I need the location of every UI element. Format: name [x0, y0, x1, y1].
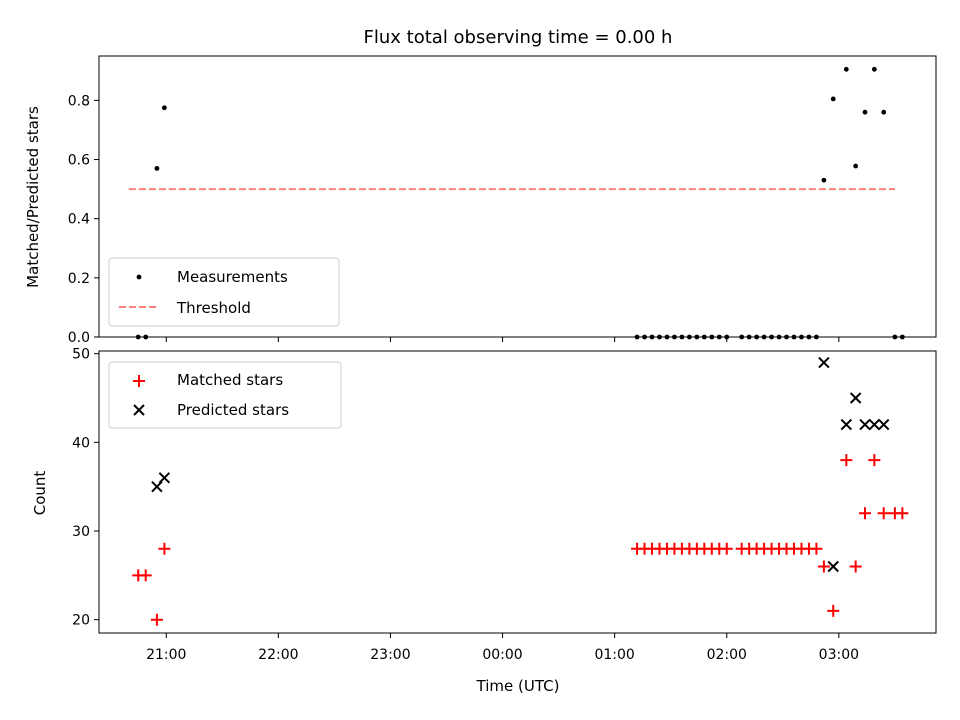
- legend-matched-label: Matched stars: [177, 371, 283, 389]
- top-legend-frame: [108, 257, 340, 327]
- predicted-stars-point: [877, 418, 890, 431]
- matched-stars-point: [877, 507, 890, 520]
- bottom-panel-y-tick-label: 40: [72, 435, 90, 451]
- legend-measurements-marker: [136, 274, 142, 280]
- top-panel-y-tick-label: 0.2: [68, 271, 90, 287]
- bottom-panel-y-tick-label: 20: [72, 613, 90, 629]
- matched-stars-point: [158, 542, 171, 555]
- x-tick-label: 03:00: [819, 647, 859, 663]
- matched-stars-point: [827, 604, 840, 617]
- legend-threshold-label: Threshold: [176, 299, 251, 317]
- measurement-point: [843, 66, 849, 72]
- matched-stars-point: [840, 454, 853, 467]
- top-panel-frame: [98, 55, 937, 338]
- bottom-panel-x-ticks: 21:00 22:00 23:00 00:00 01:00 02:00 03:00: [146, 633, 859, 663]
- measurement-point: [881, 109, 887, 115]
- legend-predicted-label: Predicted stars: [177, 401, 289, 419]
- matched-stars-point: [810, 542, 823, 555]
- x-tick-label: 21:00: [146, 647, 186, 663]
- matched-stars-point: [868, 454, 881, 467]
- top-panel-y-tick-label: 0.4: [68, 212, 90, 228]
- matched-stars-point: [139, 569, 152, 582]
- bottom-legend-frame: [108, 361, 342, 429]
- top-panel-y-ticks: 0.0 0.2 0.4 0.6 0.8: [68, 93, 99, 346]
- bottom-panel-y-tick-label: 30: [72, 524, 90, 540]
- legend-matched-marker: [133, 375, 145, 387]
- predicted-stars-point: [818, 356, 830, 369]
- x-tick-label: 22:00: [258, 647, 298, 663]
- measurement-point: [830, 96, 836, 102]
- x-tick-label: 02:00: [707, 647, 747, 663]
- bottom-legend: Matched stars Predicted stars: [108, 361, 342, 429]
- legend-predicted-marker: [133, 404, 145, 416]
- bottom-panel: 20 30 40 50 21:00 22:00 23:00 00:00 01:00 02:00 0…: [31, 347, 937, 695]
- bottom-panel-y-axis-title: Count: [31, 471, 49, 516]
- x-tick-label: 23:00: [370, 647, 410, 663]
- x-axis-title: Time (UTC): [476, 677, 560, 695]
- top-legend: Measurements Threshold: [108, 257, 340, 327]
- measurement-point: [821, 177, 827, 183]
- matched-stars-point: [849, 560, 862, 573]
- matched-stars-point: [150, 613, 163, 626]
- predicted-stars-point: [827, 560, 839, 573]
- measurement-point: [862, 109, 868, 115]
- measurement-point: [161, 105, 167, 111]
- bottom-panel-y-tick-label: 50: [72, 347, 90, 363]
- x-tick-label: 01:00: [594, 647, 634, 663]
- predicted-stars-point: [840, 418, 853, 431]
- bottom-panel-marks: [132, 356, 909, 626]
- x-tick-label: 00:00: [482, 647, 522, 663]
- predicted-stars-point: [158, 472, 171, 484]
- bottom-panel-y-ticks: 20 30 40 50: [72, 347, 99, 629]
- bottom-panel-frame: [98, 350, 937, 634]
- predicted-stars-point: [849, 392, 862, 404]
- predicted-stars-point: [868, 418, 881, 431]
- measurement-point: [871, 66, 877, 72]
- predicted-stars-point: [859, 418, 871, 431]
- top-panel-y-axis-title: Matched/Predicted stars: [24, 106, 42, 288]
- top-panel-y-tick-label: 0.0: [68, 330, 90, 346]
- measurement-point: [853, 163, 859, 169]
- measurement-point: [154, 166, 160, 171]
- top-panel-y-tick-label: 0.8: [68, 93, 90, 109]
- chart-title: Flux total observing time = 0.00 h: [364, 27, 673, 48]
- matched-stars-point: [896, 507, 909, 520]
- matched-stars-point: [817, 560, 830, 573]
- top-panel-y-tick-label: 0.6: [68, 153, 90, 169]
- matched-stars-point: [720, 542, 733, 555]
- top-panel-x-ticks: [165, 337, 840, 342]
- matched-stars-point: [859, 507, 872, 520]
- top-panel: 0.00.20.40.60.8 Matched/Predicted stars …: [24, 55, 937, 346]
- legend-measurements-label: Measurements: [177, 268, 288, 286]
